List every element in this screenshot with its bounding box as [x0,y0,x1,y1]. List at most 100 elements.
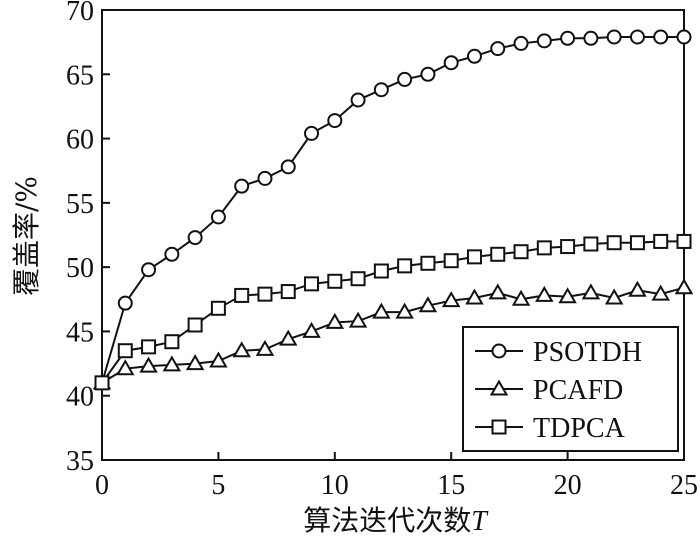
data-point-psotdh [327,113,343,129]
series-tdpca [94,233,692,391]
data-point-pcafd [628,280,647,297]
data-point-tdpca [280,284,296,300]
x-axis-title-var: T [471,506,489,537]
data-point-psotdh [257,170,273,186]
data-point-tdpca [420,255,436,271]
x-tick-label: 15 [437,470,465,501]
data-point-tdpca [141,339,157,355]
legend-marker-pcafd [489,379,509,396]
data-point-psotdh [629,29,645,45]
data-point-tdpca [466,249,482,265]
data-point-tdpca [513,244,529,260]
data-point-tdpca [653,233,669,249]
data-point-tdpca [234,287,250,303]
data-point-tdpca [583,236,599,252]
legend-marker-psotdh [491,343,507,359]
data-point-pcafd [465,288,484,305]
y-tick-label: 40 [66,382,94,413]
data-point-pcafd [185,354,205,371]
data-point-pcafd [255,339,275,356]
data-point-tdpca [606,235,622,251]
data-point-tdpca [164,334,180,350]
y-tick-label: 60 [66,125,94,156]
data-point-psotdh [466,48,482,64]
series-pcafd [92,278,694,390]
data-point-psotdh [560,30,576,46]
data-point-pcafd [511,289,531,306]
data-point-pcafd [581,283,601,300]
data-point-pcafd [279,329,298,346]
legend-label-tdpca: TDPCA [533,413,626,444]
data-point-pcafd [418,296,438,313]
data-point-pcafd [441,291,461,308]
data-point-psotdh [164,246,180,262]
data-point-pcafd [302,321,321,338]
series-psotdh [94,29,692,391]
data-point-tdpca [327,273,343,289]
data-point-pcafd [604,288,624,305]
x-axis-title: 算法迭代次数T [303,504,489,537]
data-point-psotdh [304,125,320,141]
data-point-psotdh [210,209,226,225]
data-point-psotdh [187,230,203,246]
data-point-psotdh [536,33,552,49]
data-point-psotdh [280,159,296,175]
data-point-psotdh [583,30,599,46]
data-point-pcafd [372,302,391,319]
data-point-tdpca [397,258,413,274]
data-point-tdpca [304,276,320,292]
data-point-psotdh [350,92,366,108]
legend-item-tdpca: TDPCA [475,413,626,444]
legend-item-pcafd: PCAFD [475,375,623,406]
data-point-tdpca [210,300,226,316]
data-point-tdpca [443,253,459,269]
legend-label-pcafd: PCAFD [533,375,623,406]
data-point-pcafd [395,302,414,319]
data-point-tdpca [676,233,692,249]
data-point-pcafd [232,341,251,358]
data-point-tdpca [629,235,645,251]
data-point-tdpca [560,239,576,255]
data-point-pcafd [139,356,158,373]
data-point-tdpca [490,246,506,262]
legend-item-psotdh: PSOTDH [475,337,642,368]
data-point-psotdh [141,262,157,278]
y-tick-label: 65 [66,60,94,91]
data-point-pcafd [325,312,345,329]
legend-marker-tdpca [491,419,507,435]
data-point-psotdh [606,29,622,45]
data-point-pcafd [651,284,670,301]
data-point-psotdh [676,29,692,45]
y-tick-label: 70 [66,0,94,27]
data-point-psotdh [653,29,669,45]
x-tick-label: 0 [95,470,109,501]
axes: 0 5 10 15 20 25 35 40 45 50 55 60 65 70 [66,0,698,501]
data-point-pcafd [558,287,577,304]
series-layer [92,29,694,391]
data-point-psotdh [373,82,389,98]
data-point-pcafd [674,278,694,295]
data-point-psotdh [234,178,250,194]
data-point-tdpca [536,240,552,256]
data-point-pcafd [535,285,554,302]
data-point-psotdh [513,35,529,51]
x-tick-label: 5 [211,470,225,501]
y-tick-label: 35 [66,446,94,477]
data-point-tdpca [187,317,203,333]
data-point-psotdh [397,71,413,87]
legend: PSOTDH PCAFD TDPCA [462,326,679,452]
data-point-tdpca [117,343,133,359]
data-point-pcafd [209,351,228,368]
data-point-tdpca [94,375,110,391]
data-point-psotdh [443,55,459,71]
x-tick-label: 10 [321,470,349,501]
y-tick-label: 50 [66,253,94,284]
data-point-tdpca [373,263,389,279]
data-point-pcafd [488,283,507,300]
data-point-tdpca [257,286,273,302]
legend-label-psotdh: PSOTDH [533,337,642,368]
data-point-pcafd [116,359,135,376]
data-point-psotdh [420,66,436,82]
data-point-pcafd [162,355,182,372]
